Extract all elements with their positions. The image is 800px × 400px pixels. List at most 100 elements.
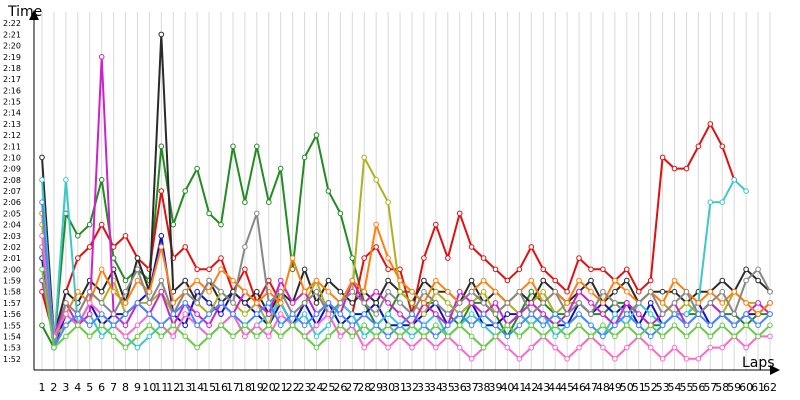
data-point (647, 344, 654, 351)
data-point (349, 255, 356, 261)
data-point (373, 300, 380, 306)
data-point (445, 311, 451, 317)
data-point (349, 322, 356, 329)
data-point (612, 288, 618, 295)
x-tick-label: 38 (477, 381, 491, 394)
data-point (361, 300, 368, 306)
data-point (313, 277, 320, 284)
data-point (743, 300, 749, 306)
data-point (122, 277, 129, 284)
x-tick-label: 15 (202, 381, 216, 394)
data-point (301, 322, 308, 329)
data-point (98, 54, 105, 60)
data-point (277, 300, 284, 306)
data-point (361, 154, 368, 161)
data-point (576, 288, 582, 295)
x-tick-label: 57 (703, 381, 717, 394)
data-point (528, 277, 535, 284)
data-point (110, 333, 117, 340)
data-point (695, 322, 702, 329)
data-point (528, 300, 535, 306)
data-point (445, 255, 451, 261)
data-point (671, 277, 678, 284)
data-point (301, 300, 308, 306)
y-tick-label: 2:22 (3, 19, 21, 28)
data-point (349, 333, 356, 340)
data-point (86, 300, 93, 306)
data-point (158, 31, 165, 38)
data-point (421, 255, 427, 261)
data-point (242, 266, 248, 273)
y-tick-label: 2:07 (3, 187, 21, 196)
data-point (242, 311, 248, 317)
y-tick-label: 2:00 (3, 265, 21, 274)
x-tick-label: 35 (441, 381, 455, 394)
x-tick-label: 29 (369, 381, 383, 394)
x-tick-label: 40 (500, 381, 514, 394)
x-tick-label: 1 (39, 381, 46, 394)
data-point (540, 277, 547, 284)
data-point (337, 300, 344, 306)
x-tick-label: 58 (715, 381, 729, 394)
data-point (612, 333, 618, 340)
data-point (98, 311, 105, 317)
y-tick-label: 2:21 (3, 30, 21, 39)
data-point (540, 300, 547, 306)
data-point (433, 277, 439, 284)
data-point (385, 333, 391, 340)
data-point (86, 244, 93, 250)
data-point (743, 344, 749, 351)
data-point (707, 199, 714, 205)
data-point (86, 311, 93, 317)
data-point (468, 288, 475, 295)
data-point (194, 344, 200, 351)
data-point (433, 288, 439, 295)
data-point (731, 177, 738, 183)
data-point (182, 311, 188, 317)
data-point (755, 322, 761, 329)
data-point (242, 199, 248, 205)
data-point (63, 311, 69, 317)
data-point (110, 311, 117, 317)
data-point (206, 277, 212, 284)
data-point (647, 288, 654, 295)
data-point (612, 311, 618, 317)
data-point (313, 300, 320, 306)
data-point (373, 322, 380, 329)
data-point (433, 221, 439, 228)
y-tick-label: 1:58 (3, 288, 21, 297)
data-point (75, 311, 81, 317)
data-point (134, 277, 141, 284)
y-tick-label: 2:19 (3, 53, 21, 62)
y-tick-label: 2:01 (3, 254, 21, 263)
data-point (361, 255, 368, 261)
data-point (767, 333, 773, 340)
data-point (277, 277, 284, 284)
data-point (456, 344, 463, 351)
data-point (564, 311, 570, 317)
data-point (576, 322, 582, 329)
data-point (492, 333, 499, 340)
data-point (624, 311, 630, 317)
data-point (349, 288, 356, 295)
x-axis-arrow (770, 365, 780, 375)
x-tick-label: 25 (321, 381, 335, 394)
x-tick-label: 18 (238, 381, 252, 394)
data-point (588, 322, 594, 329)
data-point (612, 322, 618, 329)
data-point (480, 255, 487, 261)
data-point (600, 300, 606, 306)
data-point (707, 333, 714, 340)
data-point (313, 344, 320, 351)
data-point (313, 288, 320, 295)
data-point (313, 311, 320, 317)
data-point (289, 322, 296, 329)
data-point (588, 333, 594, 340)
data-point (325, 333, 332, 340)
data-point (86, 333, 93, 340)
data-point (277, 288, 284, 295)
x-tick-label: 20 (262, 381, 276, 394)
data-point (266, 333, 272, 340)
data-point (301, 266, 308, 273)
data-point (134, 300, 141, 306)
